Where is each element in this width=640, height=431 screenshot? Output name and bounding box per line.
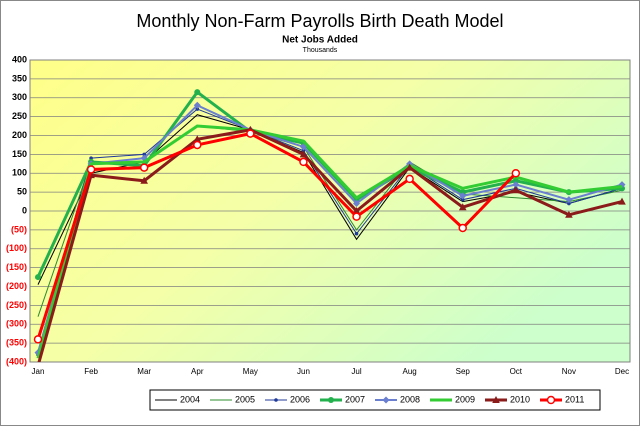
point	[353, 199, 361, 207]
x-tick-label: Mar	[137, 367, 151, 376]
chart-title: Monthly Non-Farm Payrolls Birth Death Mo…	[136, 11, 503, 31]
point	[299, 157, 308, 167]
legend-label: 2009	[455, 394, 475, 404]
point	[460, 197, 465, 202]
x-tick-label: Sep	[456, 367, 471, 376]
legend-label: 2004	[180, 394, 200, 404]
point	[139, 163, 149, 172]
point	[89, 156, 93, 160]
x-tick-label: Nov	[562, 367, 576, 376]
point	[86, 165, 96, 174]
y-tick-label: (400)	[6, 356, 27, 366]
legend-marker	[492, 396, 500, 403]
y-tick-label: (300)	[6, 319, 27, 329]
series-line	[37, 128, 623, 362]
point	[459, 189, 466, 196]
point	[405, 174, 414, 184]
y-tick-label: 400	[12, 54, 27, 64]
point	[618, 197, 626, 205]
y-tick-label: (350)	[6, 338, 27, 348]
point	[194, 89, 201, 96]
legend-marker	[274, 398, 278, 402]
chart-subtitle: Net Jobs Added	[282, 35, 358, 46]
y-tick-label: (200)	[6, 281, 27, 291]
point	[140, 176, 148, 184]
point	[511, 169, 521, 178]
y-tick-label: 50	[17, 187, 27, 197]
point	[458, 203, 467, 211]
point	[512, 177, 519, 184]
point	[567, 201, 571, 206]
point	[195, 107, 200, 111]
legend-label: 2010	[510, 394, 530, 404]
x-tick-label: May	[243, 367, 258, 376]
point	[459, 192, 467, 200]
x-tick-label: Apr	[191, 367, 204, 376]
point	[193, 140, 202, 150]
x-tick-label: Jul	[351, 367, 361, 376]
point	[352, 212, 361, 221]
y-tick-label: (150)	[6, 262, 27, 272]
point	[405, 163, 414, 171]
x-tick-label: Jan	[32, 367, 45, 376]
y-tick-label: 350	[12, 73, 27, 83]
legend-label: 2008	[400, 394, 420, 404]
legend-label: 2006	[290, 394, 310, 404]
legend-label: 2007	[345, 394, 365, 404]
point	[352, 207, 361, 214]
series-line	[36, 132, 517, 340]
x-tick-label: Dec	[615, 367, 629, 376]
y-tick-label: (250)	[6, 300, 27, 310]
series-line	[37, 104, 623, 353]
x-tick-label: Oct	[510, 367, 523, 376]
legend-marker	[328, 397, 334, 403]
point	[565, 210, 573, 218]
point	[33, 335, 43, 344]
y-tick-label: 150	[12, 149, 27, 159]
point	[193, 101, 201, 109]
point	[299, 150, 308, 158]
legend-marker	[382, 396, 390, 404]
legend-label: 2011	[565, 394, 584, 404]
x-tick-label: Jun	[297, 367, 310, 376]
y-tick-label: 100	[12, 168, 27, 178]
point	[142, 152, 146, 157]
y-tick-label: 250	[12, 111, 27, 121]
legend-marker	[546, 395, 556, 405]
x-tick-label: Feb	[84, 367, 98, 376]
point	[193, 135, 202, 143]
point	[354, 231, 359, 236]
series-line	[37, 108, 623, 355]
y-tick-label: (100)	[6, 243, 27, 253]
unit-label: Thousands	[303, 47, 338, 54]
x-tick-label: Aug	[403, 367, 417, 376]
plot-lines	[33, 89, 626, 362]
y-tick-label: 200	[12, 130, 27, 140]
point	[458, 223, 467, 233]
series-line	[36, 124, 623, 359]
point	[512, 186, 520, 194]
point	[37, 361, 39, 362]
point	[246, 129, 255, 138]
point	[565, 196, 573, 204]
point	[35, 274, 41, 281]
legend-label: 2005	[235, 394, 255, 404]
y-tick-label: (50)	[11, 224, 27, 234]
point	[512, 181, 520, 189]
y-tick-label: 0	[22, 205, 27, 215]
y-tick-label: 300	[12, 92, 27, 102]
